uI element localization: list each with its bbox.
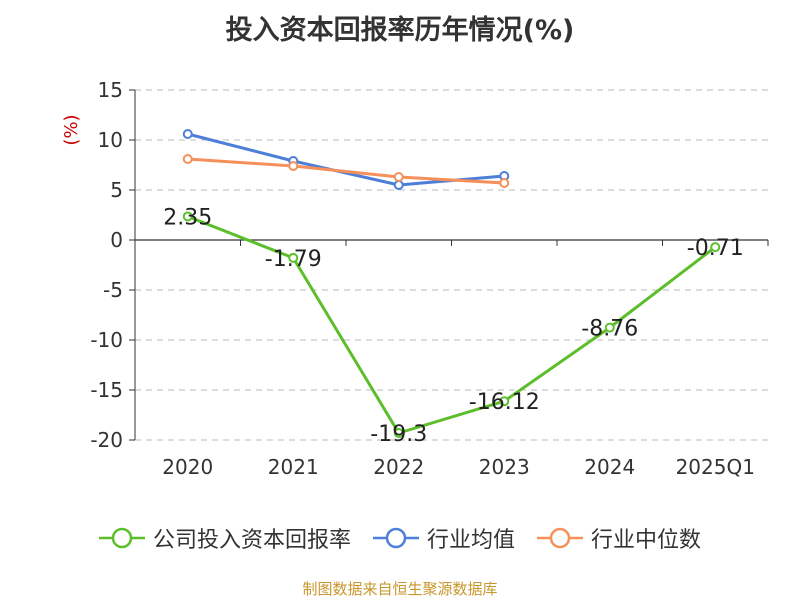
y-axis-label: (%) xyxy=(61,114,82,145)
y-tick-label: -5 xyxy=(103,278,123,302)
data-point-company xyxy=(604,322,615,333)
data-point-company xyxy=(499,396,510,407)
y-tick-label: -15 xyxy=(90,378,123,402)
data-point-industry_median xyxy=(393,172,404,182)
legend-label-industry-avg: 行业均值 xyxy=(426,528,515,553)
legend-item-industry-avg[interactable]: 行业均值 xyxy=(372,522,515,554)
data-label: -0.71 xyxy=(687,236,744,261)
data-point-industry_median xyxy=(499,178,510,188)
data-point-industry_avg xyxy=(182,129,193,139)
series-line-industry_avg xyxy=(187,132,505,187)
data-label: 2.35 xyxy=(163,206,212,231)
x-tick-label: 2021 xyxy=(268,455,319,479)
data-point-industry_avg xyxy=(393,180,404,190)
legend: 公司投入资本回报率 行业均值 行业中位数 xyxy=(0,520,800,556)
legend-swatch-company-icon xyxy=(98,527,145,549)
x-tick-label: 2020 xyxy=(162,455,213,479)
source-note: 制图数据来自恒生聚源数据库 xyxy=(302,580,498,598)
x-tick-label: 2022 xyxy=(373,455,424,479)
legend-item-industry-median[interactable]: 行业中位数 xyxy=(537,522,701,554)
data-label: -8.76 xyxy=(581,317,638,342)
data-label: -1.79 xyxy=(265,247,322,272)
data-point-company xyxy=(710,242,721,253)
series-line-company xyxy=(187,215,717,435)
series-line-industry_median xyxy=(187,157,505,185)
y-tick-label: 10 xyxy=(98,128,123,152)
legend-item-company[interactable]: 公司投入资本回报率 xyxy=(98,522,351,554)
data-point-industry_median xyxy=(182,154,193,164)
y-tick-label: 5 xyxy=(110,178,123,202)
data-point-company xyxy=(182,211,193,222)
y-tick-label: -20 xyxy=(90,428,123,452)
x-tick-label: 2024 xyxy=(584,455,635,479)
legend-label-industry-median: 行业中位数 xyxy=(591,528,702,553)
y-tick-label: -10 xyxy=(90,328,123,352)
data-label: -16.12 xyxy=(469,390,540,415)
y-tick-label: 0 xyxy=(110,228,123,252)
legend-swatch-industry-median-icon xyxy=(537,527,583,549)
data-point-company xyxy=(393,428,404,438)
x-tick-label: 2023 xyxy=(479,455,530,479)
chart-title: 投入资本回报率历年情况(%) xyxy=(225,15,575,46)
legend-swatch-industry-avg-icon xyxy=(372,527,419,549)
line-chart: 15 10 5 0 -5 -10 -15 -20 (%) 2020 2021 2022 2023 2024… xyxy=(61,78,769,479)
data-label: -19.3 xyxy=(370,422,427,447)
x-tick-label: 2025Q1 xyxy=(676,455,755,479)
data-point-industry_median xyxy=(288,161,299,171)
data-point-company xyxy=(288,252,299,263)
y-tick-label: 15 xyxy=(98,78,123,102)
legend-label-company: 公司投入资本回报率 xyxy=(152,528,351,553)
